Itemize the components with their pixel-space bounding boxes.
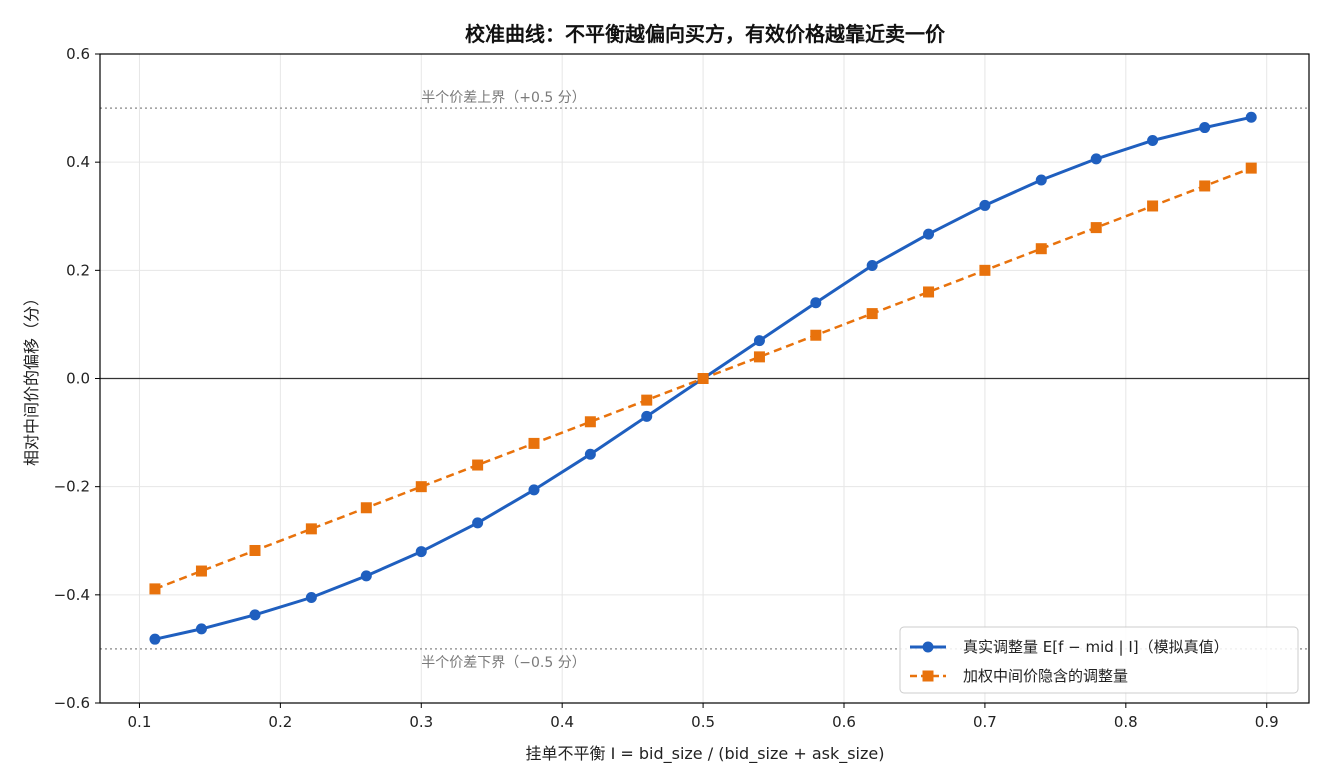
y-tick-label: 0.0: [66, 370, 90, 388]
x-tick-label: 0.3: [409, 713, 433, 731]
x-tick-label: 0.9: [1255, 713, 1279, 731]
legend-label-weighted-mid: 加权中间价隐含的调整量: [963, 667, 1128, 685]
series-1-point: [415, 481, 427, 493]
legend-box: [899, 626, 1299, 694]
series-0-point: [528, 484, 540, 496]
series-0-point: [195, 623, 207, 635]
x-tick-label: 0.5: [691, 713, 715, 731]
x-tick-label: 0.6: [832, 713, 856, 731]
series-0-point: [641, 410, 653, 422]
series-1-point: [979, 264, 991, 276]
y-tick-label: 0.6: [66, 45, 90, 63]
series-0-point: [1245, 111, 1257, 123]
series-1-point: [753, 351, 765, 363]
series-0-point: [149, 633, 161, 645]
series-0-point: [249, 609, 261, 621]
y-axis-label: 相对中间价的偏移（分）: [22, 290, 41, 466]
lower-bound-label: 半个价差下界（−0.5 分）: [421, 655, 585, 671]
series-0-point: [1090, 153, 1102, 165]
series-1-point: [1035, 243, 1047, 255]
series-0-point: [979, 199, 991, 211]
series-0-point: [305, 592, 317, 604]
x-tick-label: 0.4: [550, 713, 574, 731]
legend-marker-circle: [922, 641, 934, 653]
y-tick-label: 0.4: [66, 153, 90, 171]
series-0-point: [1147, 135, 1159, 147]
tick-layer: 0.1 0.2 0.3 0.4 0.5 0.6 0.7 0.8 0.9 −0.6 −0.4 −0.2 0…: [54, 45, 1279, 731]
series-1-point: [360, 502, 372, 514]
x-axis-label: 挂单不平衡 I = bid_size / (bid_size + ask_siz…: [525, 744, 884, 764]
series-0-point: [810, 297, 822, 309]
series-layer: [149, 111, 1257, 645]
series-1-point: [305, 523, 317, 535]
y-tick-label: −0.4: [54, 586, 90, 604]
y-tick-label: −0.6: [54, 694, 90, 712]
x-tick-label: 0.1: [128, 713, 152, 731]
chart-title: 校准曲线：不平衡越偏向买方，有效价格越靠近卖一价: [465, 22, 946, 46]
series-1-point: [1199, 180, 1211, 192]
series-1-point: [528, 437, 540, 449]
series-1-point: [1245, 162, 1257, 174]
legend-marker-square: [922, 670, 934, 682]
series-1-point: [584, 416, 596, 428]
y-tick-label: −0.2: [54, 478, 90, 496]
series-1-point: [697, 373, 709, 384]
series-0-point: [360, 570, 372, 582]
x-tick-label: 0.8: [1114, 713, 1138, 731]
legend-label-true-adjustment: 真实调整量 E[f − mid | I]（模拟真值）: [963, 638, 1229, 656]
series-1-point: [641, 394, 653, 406]
series-1-point: [249, 544, 261, 556]
x-tick-label: 0.2: [268, 713, 292, 731]
series-1-point: [1147, 200, 1159, 212]
series-0-point: [753, 335, 765, 347]
series-0-point: [415, 546, 427, 558]
series-1-point: [195, 565, 207, 577]
y-tick-label: 0.2: [66, 261, 90, 279]
series-1-point: [149, 583, 161, 595]
series-1-point: [472, 459, 484, 471]
series-0-point: [472, 517, 484, 529]
series-0-point: [923, 228, 935, 240]
upper-bound-label: 半个价差上界（+0.5 分）: [421, 90, 585, 106]
series-1-point: [923, 286, 935, 298]
series-1-point: [810, 329, 822, 341]
legend: 真实调整量 E[f − mid | I]（模拟真值） 加权中间价隐含的调整量: [899, 626, 1299, 694]
x-tick-label: 0.7: [973, 713, 997, 731]
series-0-point: [1035, 174, 1047, 186]
series-1-point: [866, 308, 878, 320]
series-0-point: [1199, 122, 1211, 134]
series-1-point: [1090, 222, 1102, 234]
series-0-point: [866, 259, 878, 271]
series-0-point: [584, 448, 596, 460]
